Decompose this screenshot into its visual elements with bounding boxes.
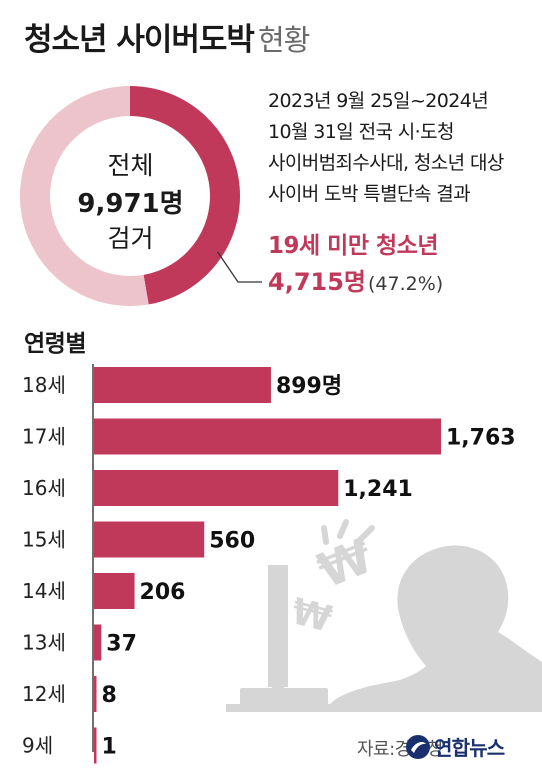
description-line: 사이버범죄수사대, 청소년 대상: [268, 152, 504, 174]
callout-percent: (47.2%): [368, 273, 444, 295]
bar-category-label: 18세: [22, 373, 66, 397]
title-suffix: 현황: [257, 23, 310, 57]
callout-count: 4,715명 (47.2%): [268, 262, 443, 297]
person-silhouette: [330, 545, 542, 704]
bar: [94, 573, 135, 609]
bar: [94, 470, 339, 506]
callout-label: 19세 미만 청소년: [268, 233, 438, 259]
bar-value-label: 206: [140, 580, 186, 605]
description-line: 10월 31일 전국 시·도청: [268, 121, 454, 143]
bar-category-label: 13세: [22, 631, 66, 655]
bar-category-label: 17세: [22, 425, 66, 449]
bar-value-label: 1,241: [343, 477, 413, 502]
bar: [94, 676, 97, 712]
brand-name: 연합뉴스: [434, 736, 505, 760]
bar: [94, 521, 205, 558]
donut-total-label: 전체: [107, 151, 154, 180]
bar-value-label: 899명: [276, 374, 342, 399]
bar-value-label: 560: [209, 529, 255, 554]
bar-value-label: 8: [102, 683, 117, 708]
bar: [94, 418, 441, 455]
won-glyph: ₩: [310, 528, 380, 600]
desk: [226, 704, 542, 712]
bar-value-label: 1: [102, 735, 117, 760]
bar-category-label: 9세: [22, 734, 53, 758]
alert-lines-icon: [321, 519, 375, 545]
won-symbol-icon: ₩ ₩: [287, 528, 380, 641]
page-title: 청소년 사이버도박 현황: [24, 14, 310, 59]
bar: [94, 367, 271, 403]
description-line: 사이버 도박 특별단속 결과: [268, 183, 471, 205]
donut-unit-label: 검거: [107, 224, 154, 253]
monitor-stand: [272, 683, 284, 691]
bar-value-label: 37: [106, 632, 137, 657]
bar: [94, 727, 97, 764]
brand-logo: 연합뉴스: [405, 732, 505, 761]
bar-category-label: 12세: [22, 682, 66, 706]
donut-slice: [130, 86, 240, 305]
yonhap-logo-icon: [406, 734, 430, 759]
bar-category-label: 15세: [22, 528, 66, 552]
callout-count-value: 4,715명: [268, 268, 366, 296]
donut-slice: [19, 86, 149, 306]
title-text: 청소년 사이버도박: [24, 22, 255, 58]
monitor-screen: [268, 565, 288, 687]
section-label: 연령별: [24, 331, 86, 357]
donut-total-value: 9,971명: [77, 189, 184, 219]
description: 2023년 9월 25일~2024년 10월 31일 전국 시·도청 사이버범죄…: [268, 86, 504, 210]
silhouette-illustration: ₩ ₩: [226, 519, 542, 712]
monitor-base: [240, 688, 328, 706]
bar-value-label: 1,763: [446, 426, 516, 451]
won-glyph: ₩: [287, 591, 336, 640]
callout-leader-line: [217, 251, 262, 283]
bar-category-label: 16세: [22, 476, 66, 500]
description-line: 2023년 9월 25일~2024년: [268, 90, 489, 112]
bar-category-label: 14세: [22, 579, 66, 603]
bar: [94, 624, 102, 661]
